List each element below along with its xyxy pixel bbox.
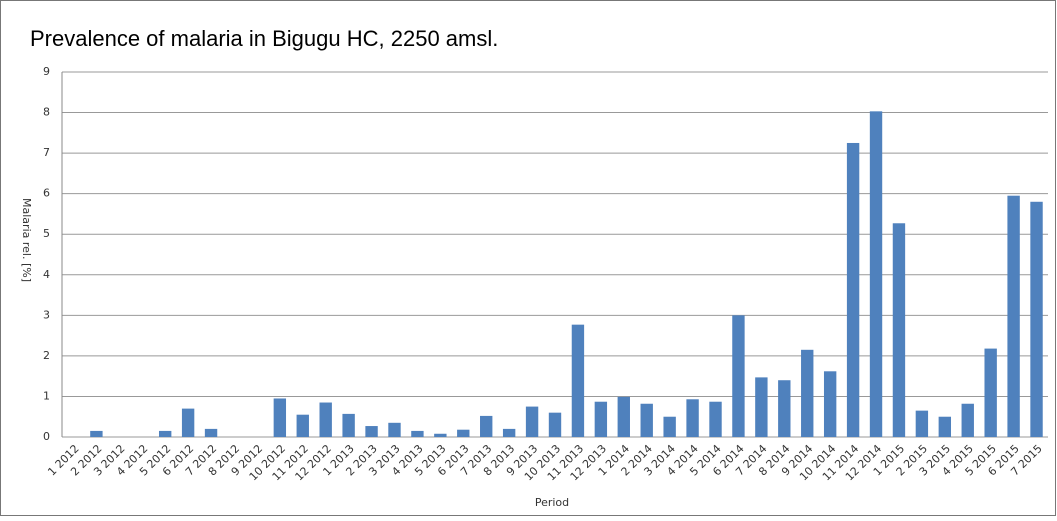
bar xyxy=(273,398,287,437)
bar xyxy=(548,412,562,437)
bar xyxy=(594,401,608,437)
bar xyxy=(823,371,837,437)
x-axis-label: Period xyxy=(535,496,569,509)
bar xyxy=(892,223,906,437)
bar xyxy=(525,406,539,437)
bar xyxy=(663,416,676,437)
y-tick-label: 5 xyxy=(43,227,50,240)
bar xyxy=(686,399,699,437)
bar xyxy=(388,422,401,437)
chart-title: Prevalence of malaria in Bigugu HC, 2250… xyxy=(30,26,498,51)
bar xyxy=(457,429,470,437)
bar xyxy=(411,430,424,437)
bar xyxy=(319,402,332,437)
bar xyxy=(709,401,722,437)
y-tick-label: 8 xyxy=(43,106,50,119)
bar xyxy=(961,403,974,437)
bar xyxy=(801,349,814,437)
bar xyxy=(846,142,860,437)
bar xyxy=(181,408,195,437)
y-tick-label: 3 xyxy=(43,308,50,321)
y-tick-label: 7 xyxy=(43,146,50,159)
y-axis-label: Malaria rel. [%] xyxy=(20,198,33,282)
y-tick-label: 2 xyxy=(43,349,50,362)
y-tick-label: 9 xyxy=(43,65,50,78)
y-tick-label: 1 xyxy=(43,389,50,402)
bar xyxy=(158,430,172,437)
bar xyxy=(90,430,103,437)
y-tick-label: 0 xyxy=(43,430,50,443)
bar xyxy=(204,428,218,437)
y-tick-label: 4 xyxy=(43,268,50,281)
bar xyxy=(342,413,355,437)
bar xyxy=(365,426,378,437)
bar xyxy=(502,428,516,437)
bar xyxy=(915,410,929,437)
bar xyxy=(434,433,447,437)
bar xyxy=(617,396,630,437)
bar xyxy=(571,324,585,437)
bar xyxy=(640,403,653,437)
bar xyxy=(984,348,997,437)
bar xyxy=(755,377,768,437)
bar xyxy=(1007,195,1020,437)
bar xyxy=(869,111,883,437)
bar xyxy=(1030,201,1043,437)
bar xyxy=(480,415,493,437)
bar xyxy=(778,380,791,437)
bar xyxy=(732,315,745,437)
y-tick-label: 6 xyxy=(43,187,50,200)
bar xyxy=(938,416,952,437)
bar xyxy=(296,414,309,437)
